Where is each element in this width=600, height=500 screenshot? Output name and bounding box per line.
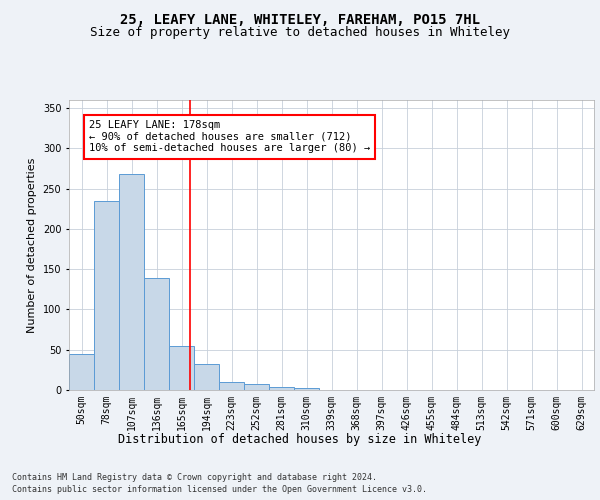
Bar bbox=[169, 346, 194, 390]
Text: Distribution of detached houses by size in Whiteley: Distribution of detached houses by size … bbox=[118, 432, 482, 446]
Y-axis label: Number of detached properties: Number of detached properties bbox=[27, 158, 37, 332]
Text: Size of property relative to detached houses in Whiteley: Size of property relative to detached ho… bbox=[90, 26, 510, 39]
Bar bbox=[294, 388, 319, 390]
Bar bbox=[144, 278, 169, 390]
Bar bbox=[244, 384, 269, 390]
Bar bbox=[269, 387, 294, 390]
Bar bbox=[94, 200, 119, 390]
Bar bbox=[194, 364, 219, 390]
Bar bbox=[119, 174, 144, 390]
Bar bbox=[69, 354, 94, 390]
Text: Contains HM Land Registry data © Crown copyright and database right 2024.: Contains HM Land Registry data © Crown c… bbox=[12, 472, 377, 482]
Bar bbox=[219, 382, 244, 390]
Text: 25, LEAFY LANE, WHITELEY, FAREHAM, PO15 7HL: 25, LEAFY LANE, WHITELEY, FAREHAM, PO15 … bbox=[120, 12, 480, 26]
Text: Contains public sector information licensed under the Open Government Licence v3: Contains public sector information licen… bbox=[12, 485, 427, 494]
Text: 25 LEAFY LANE: 178sqm
← 90% of detached houses are smaller (712)
10% of semi-det: 25 LEAFY LANE: 178sqm ← 90% of detached … bbox=[89, 120, 370, 154]
